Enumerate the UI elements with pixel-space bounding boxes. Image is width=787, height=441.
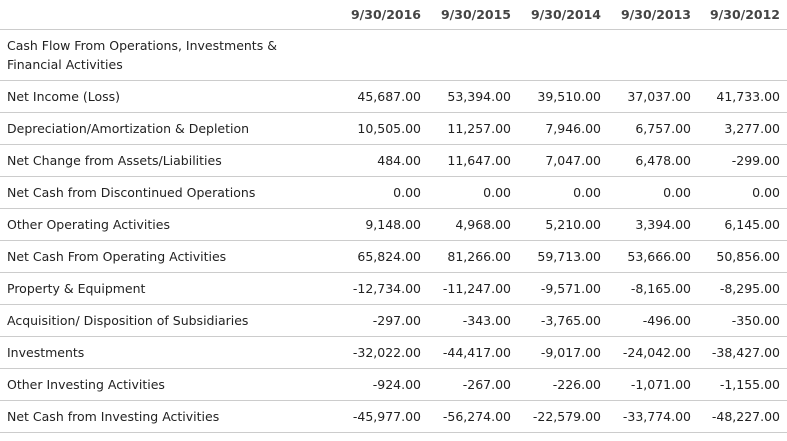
row-label: Net Change from Assets/Liabilities <box>0 144 338 177</box>
value-cell: 37,037.00 <box>608 80 698 113</box>
value-cell: 9,148.00 <box>338 208 428 241</box>
row-label: Net Cash From Operating Activities <box>0 240 338 273</box>
value-cell: -267.00 <box>428 368 518 401</box>
value-cell: 0.00 <box>428 176 518 209</box>
table-row: Other Operating Activities 9,148.00 4,968.… <box>0 208 787 241</box>
value-cell: -8,295.00 <box>698 272 787 305</box>
value-cell: -299.00 <box>698 144 787 177</box>
value-cell: 0.00 <box>698 176 787 209</box>
table-row: Acquisition/ Disposition of Subsidiaries… <box>0 304 787 337</box>
value-cell: 6,757.00 <box>608 112 698 145</box>
value-cell: -33,774.00 <box>608 400 698 433</box>
value-cell: 7,946.00 <box>518 112 608 145</box>
value-cell: 0.00 <box>608 176 698 209</box>
value-cell: -3,765.00 <box>518 304 608 337</box>
value-cell: -226.00 <box>518 368 608 401</box>
value-cell: -9,017.00 <box>518 336 608 369</box>
value-cell: 3,394.00 <box>608 208 698 241</box>
column-header: 9/30/2015 <box>428 0 518 30</box>
row-label: Other Operating Activities <box>0 208 338 241</box>
value-cell: -343.00 <box>428 304 518 337</box>
table-row: Other Investing Activities -924.00 -267.00… <box>0 368 787 401</box>
value-cell: 41,733.00 <box>698 80 787 113</box>
header-row: 9/30/2016 9/30/2015 9/30/2014 9/30/2013 … <box>0 0 787 30</box>
value-cell: -1,155.00 <box>698 368 787 401</box>
row-label: Acquisition/ Disposition of Subsidiaries <box>0 304 338 337</box>
value-cell: -45,977.00 <box>338 400 428 433</box>
table-row: Property & Equipment -12,734.00 -11,247.00… <box>0 272 787 305</box>
row-label: Net Cash from Investing Activities <box>0 400 338 433</box>
empty-cell <box>608 29 698 81</box>
value-cell: 7,047.00 <box>518 144 608 177</box>
value-cell: 11,257.00 <box>428 112 518 145</box>
value-cell: -12,734.00 <box>338 272 428 305</box>
row-label: Investments <box>0 336 338 369</box>
value-cell: 6,145.00 <box>698 208 787 241</box>
value-cell: -350.00 <box>698 304 787 337</box>
value-cell: 0.00 <box>338 176 428 209</box>
row-label: Depreciation/Amortization & Depletion <box>0 112 338 145</box>
column-header: 9/30/2014 <box>518 0 608 30</box>
value-cell: -44,417.00 <box>428 336 518 369</box>
value-cell: 6,478.00 <box>608 144 698 177</box>
value-cell: -1,071.00 <box>608 368 698 401</box>
value-cell: -496.00 <box>608 304 698 337</box>
value-cell: 11,647.00 <box>428 144 518 177</box>
value-cell: 65,824.00 <box>338 240 428 273</box>
value-cell: -9,571.00 <box>518 272 608 305</box>
value-cell: -56,274.00 <box>428 400 518 433</box>
empty-cell <box>698 29 787 81</box>
row-label: Other Investing Activities <box>0 368 338 401</box>
value-cell: -48,227.00 <box>698 400 787 433</box>
value-cell: 5,210.00 <box>518 208 608 241</box>
value-cell: -8,165.00 <box>608 272 698 305</box>
value-cell: 45,687.00 <box>338 80 428 113</box>
value-cell: 53,394.00 <box>428 80 518 113</box>
value-cell: 39,510.00 <box>518 80 608 113</box>
value-cell: -11,247.00 <box>428 272 518 305</box>
value-cell: -924.00 <box>338 368 428 401</box>
row-label: Net Income (Loss) <box>0 80 338 113</box>
value-cell: 484.00 <box>338 144 428 177</box>
value-cell: -297.00 <box>338 304 428 337</box>
value-cell: -22,579.00 <box>518 400 608 433</box>
empty-cell <box>518 29 608 81</box>
value-cell: 53,666.00 <box>608 240 698 273</box>
section-header-row: Cash Flow From Operations, Investments &… <box>0 29 787 81</box>
value-cell: 4,968.00 <box>428 208 518 241</box>
column-header: 9/30/2016 <box>338 0 428 30</box>
column-header: 9/30/2012 <box>698 0 787 30</box>
value-cell: -24,042.00 <box>608 336 698 369</box>
table-row: Net Cash from Investing Activities -45,97… <box>0 400 787 433</box>
table-row: Net Cash from Discontinued Operations 0.0… <box>0 176 787 209</box>
empty-cell <box>428 29 518 81</box>
table-row: Depreciation/Amortization & Depletion 10,… <box>0 112 787 145</box>
row-label: Net Cash from Discontinued Operations <box>0 176 338 209</box>
header-corner <box>0 0 338 30</box>
table-row: Net Income (Loss) 45,687.00 53,394.00 39,51… <box>0 80 787 113</box>
empty-cell <box>338 29 428 81</box>
value-cell: 59,713.00 <box>518 240 608 273</box>
value-cell: 81,266.00 <box>428 240 518 273</box>
value-cell: -38,427.00 <box>698 336 787 369</box>
column-header: 9/30/2013 <box>608 0 698 30</box>
value-cell: 3,277.00 <box>698 112 787 145</box>
value-cell: 10,505.00 <box>338 112 428 145</box>
value-cell: 0.00 <box>518 176 608 209</box>
table-row: Net Cash From Operating Activities 65,824… <box>0 240 787 273</box>
row-label: Property & Equipment <box>0 272 338 305</box>
table-row: Net Change from Assets/Liabilities 484.00… <box>0 144 787 177</box>
section-title: Cash Flow From Operations, Investments &… <box>0 29 338 81</box>
value-cell: 50,856.00 <box>698 240 787 273</box>
table-row: Investments -32,022.00 -44,417.00 -9,017.00… <box>0 336 787 369</box>
value-cell: -32,022.00 <box>338 336 428 369</box>
